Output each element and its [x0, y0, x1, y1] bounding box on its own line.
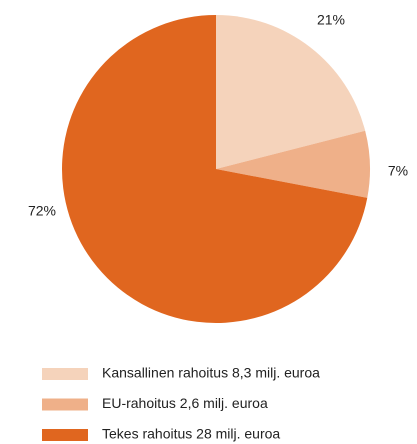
data-label: 72%: [28, 203, 56, 219]
legend-swatch: [42, 398, 88, 411]
legend-label: Tekes rahoitus 28 milj. euroa: [102, 426, 280, 442]
legend-swatch: [42, 429, 88, 441]
legend-label: Kansallinen rahoitus 8,3 milj. euroa: [102, 365, 320, 381]
data-label: 21%: [317, 12, 345, 28]
pie-slice: [216, 15, 366, 169]
legend-label: EU-rahoitus 2,6 milj. euroa: [102, 395, 268, 411]
pie-slice: [216, 130, 370, 198]
pie-slice: [62, 15, 368, 323]
legend-swatch: [42, 368, 88, 380]
data-label: 7%: [388, 163, 408, 179]
